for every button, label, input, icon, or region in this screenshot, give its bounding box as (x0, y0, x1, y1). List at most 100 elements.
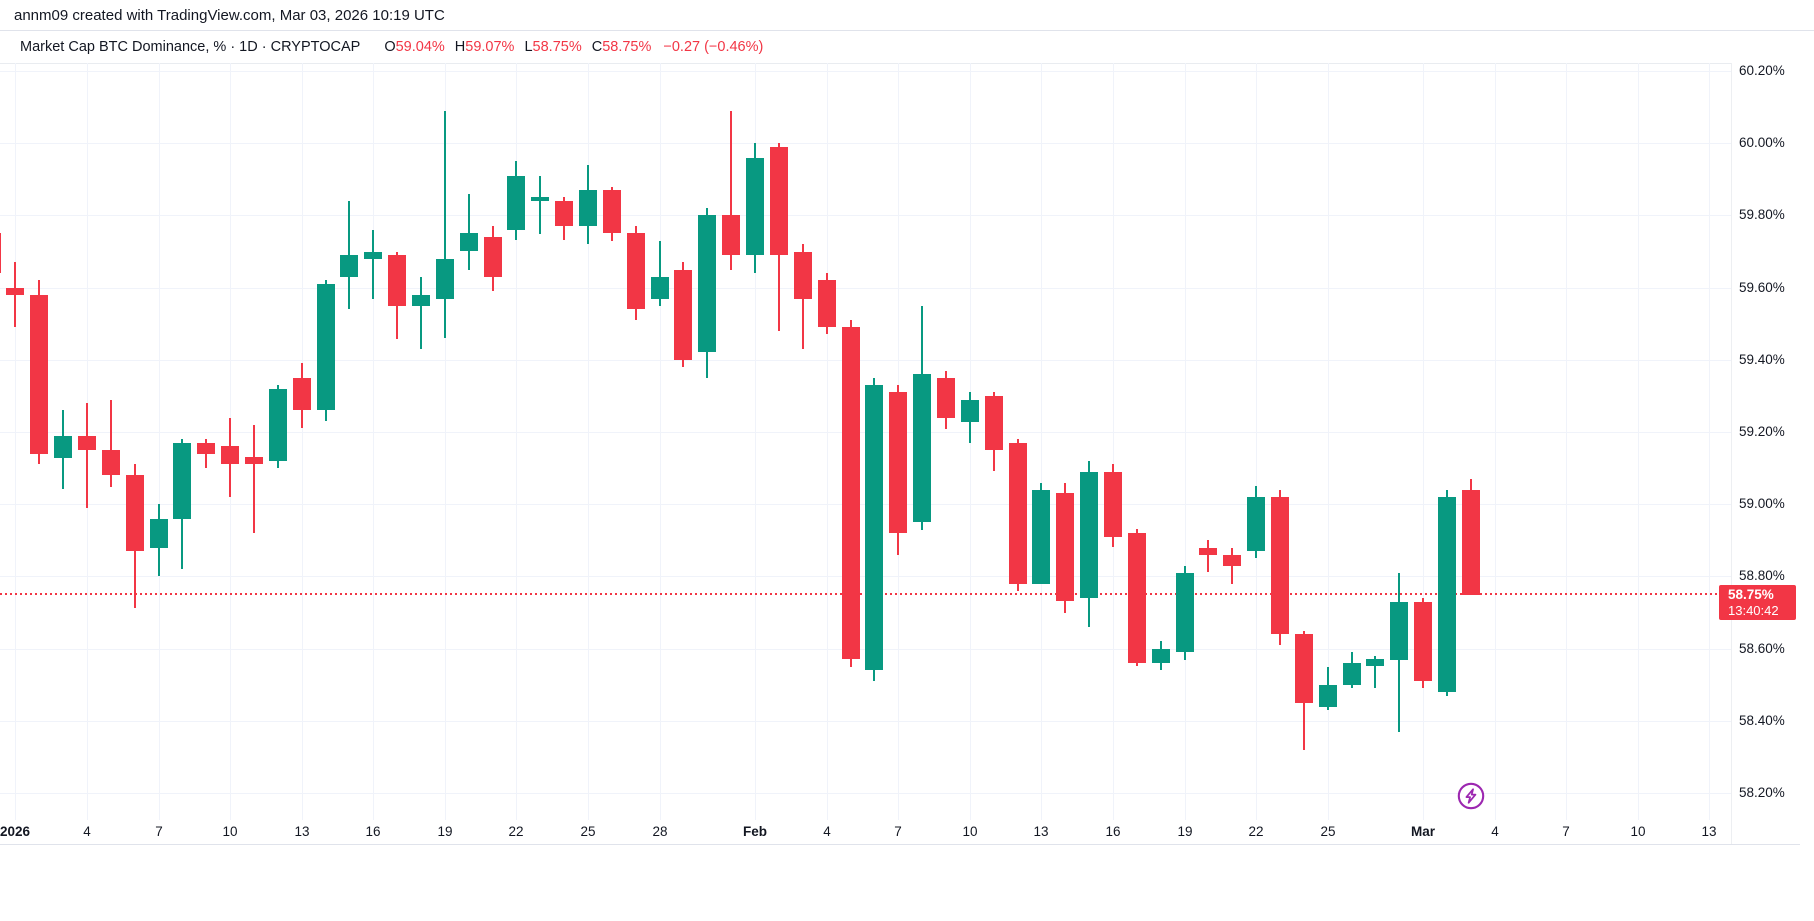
candle-body (674, 270, 692, 360)
time-axis-label: 22 (1248, 824, 1264, 839)
candle-body (1295, 634, 1313, 703)
candle-wick (1374, 656, 1376, 688)
time-axis-label: 25 (1320, 824, 1336, 839)
gridline-v (1709, 63, 1710, 820)
candle-body (746, 158, 764, 255)
candle-body (1414, 602, 1432, 681)
candle-body (627, 233, 645, 309)
ohlc-value: 59.07% (465, 39, 515, 55)
gridline-v (516, 63, 517, 820)
time-axis-label: 4 (1491, 824, 1499, 839)
candle-body (102, 450, 120, 475)
candle-body (412, 295, 430, 306)
price-axis-label: 59.80% (1739, 207, 1785, 222)
candle-wick (468, 194, 470, 270)
price-axis-label: 59.00% (1739, 496, 1785, 511)
gridline-v (588, 63, 589, 820)
time-axis-label: 19 (437, 824, 453, 839)
ohlc-label: L (524, 39, 533, 55)
gridline-v (660, 63, 661, 820)
ohlc-values: O59.04% H59.07% L58.75% C58.75% (374, 39, 651, 55)
gridline-v (1256, 63, 1257, 820)
candle-body (1152, 649, 1170, 663)
bar-close-countdown: 13:40:42 (1728, 603, 1779, 618)
ohlc-label: H (454, 39, 466, 55)
change-value: −0.27 (−0.46%) (663, 39, 764, 55)
gridline-v (445, 63, 446, 820)
candle-body (985, 396, 1003, 450)
candle-body (269, 389, 287, 461)
candle-body (1343, 663, 1361, 685)
time-axis-border (0, 844, 1800, 845)
candle-body (364, 252, 382, 259)
candle-body (436, 259, 454, 299)
price-axis-label: 59.60% (1739, 280, 1785, 295)
time-axis-label: 22 (508, 824, 524, 839)
candle-body (1032, 490, 1050, 584)
candle-body (54, 436, 72, 458)
gridline-v (755, 63, 756, 820)
candle-body (1009, 443, 1027, 584)
candle-body (1199, 548, 1217, 555)
symbol-title[interactable]: Market Cap BTC Dominance, % · 1D · CRYPT… (20, 39, 361, 55)
candle-body (1390, 602, 1408, 660)
candle-body (245, 457, 263, 464)
candle-body (460, 233, 478, 251)
candle-body (0, 233, 1, 273)
gridline-v (373, 63, 374, 820)
candle-body (1462, 490, 1480, 595)
candle-wick (1231, 548, 1233, 584)
candle-body (1056, 493, 1074, 601)
gridline-v (302, 63, 303, 820)
footer: TradingView (0, 845, 1814, 921)
price-axis-label: 58.80% (1739, 568, 1785, 583)
time-axis-label: Mar (1410, 824, 1436, 839)
time-axis-label: 19 (1177, 824, 1193, 839)
time-axis-label: 16 (1105, 824, 1121, 839)
time-axis-label: 25 (580, 824, 596, 839)
candle-wick (253, 425, 255, 533)
candle-body (1104, 472, 1122, 537)
gridline-v (15, 63, 16, 820)
candle-body (865, 385, 883, 670)
candle-body (293, 378, 311, 410)
candle-body (1366, 659, 1384, 666)
candle-body (1128, 533, 1146, 663)
attribution-bar: annm09 created with TradingView.com, Mar… (0, 0, 1814, 31)
pane-top-border (0, 63, 1731, 64)
gridline-v (1041, 63, 1042, 820)
time-axis-label: 10 (1630, 824, 1646, 839)
candle-body (484, 237, 502, 277)
time-axis-label: 4 (823, 824, 831, 839)
candle-body (1247, 497, 1265, 551)
gridline-h (0, 360, 1731, 361)
candle-body (197, 443, 215, 454)
candle-body (913, 374, 931, 522)
price-axis-label: 60.20% (1739, 63, 1785, 78)
gridline-v (159, 63, 160, 820)
gridline-v (1185, 63, 1186, 820)
candle-body (722, 215, 740, 255)
gridline-h (0, 215, 1731, 216)
candle-body (531, 197, 549, 201)
price-axis-label: 59.20% (1739, 424, 1785, 439)
candle-body (78, 436, 96, 450)
price-axis-label: 59.40% (1739, 352, 1785, 367)
candle-body (818, 280, 836, 327)
candle-wick (730, 111, 732, 270)
boost-lightning-icon[interactable] (1456, 781, 1486, 811)
gridline-h (0, 793, 1731, 794)
gridline-v (1566, 63, 1567, 820)
candle-body (889, 392, 907, 533)
gridline-h (0, 71, 1731, 72)
ohlc-value: 58.75% (602, 39, 652, 55)
gridline-h (0, 288, 1731, 289)
candle-body (937, 378, 955, 418)
price-axis-label: 58.60% (1739, 641, 1785, 656)
candle-body (1438, 497, 1456, 692)
price-axis-label: 60.00% (1739, 135, 1785, 150)
candle-body (603, 190, 621, 233)
ohlc-label: C (591, 39, 603, 55)
candle-wick (539, 176, 541, 234)
